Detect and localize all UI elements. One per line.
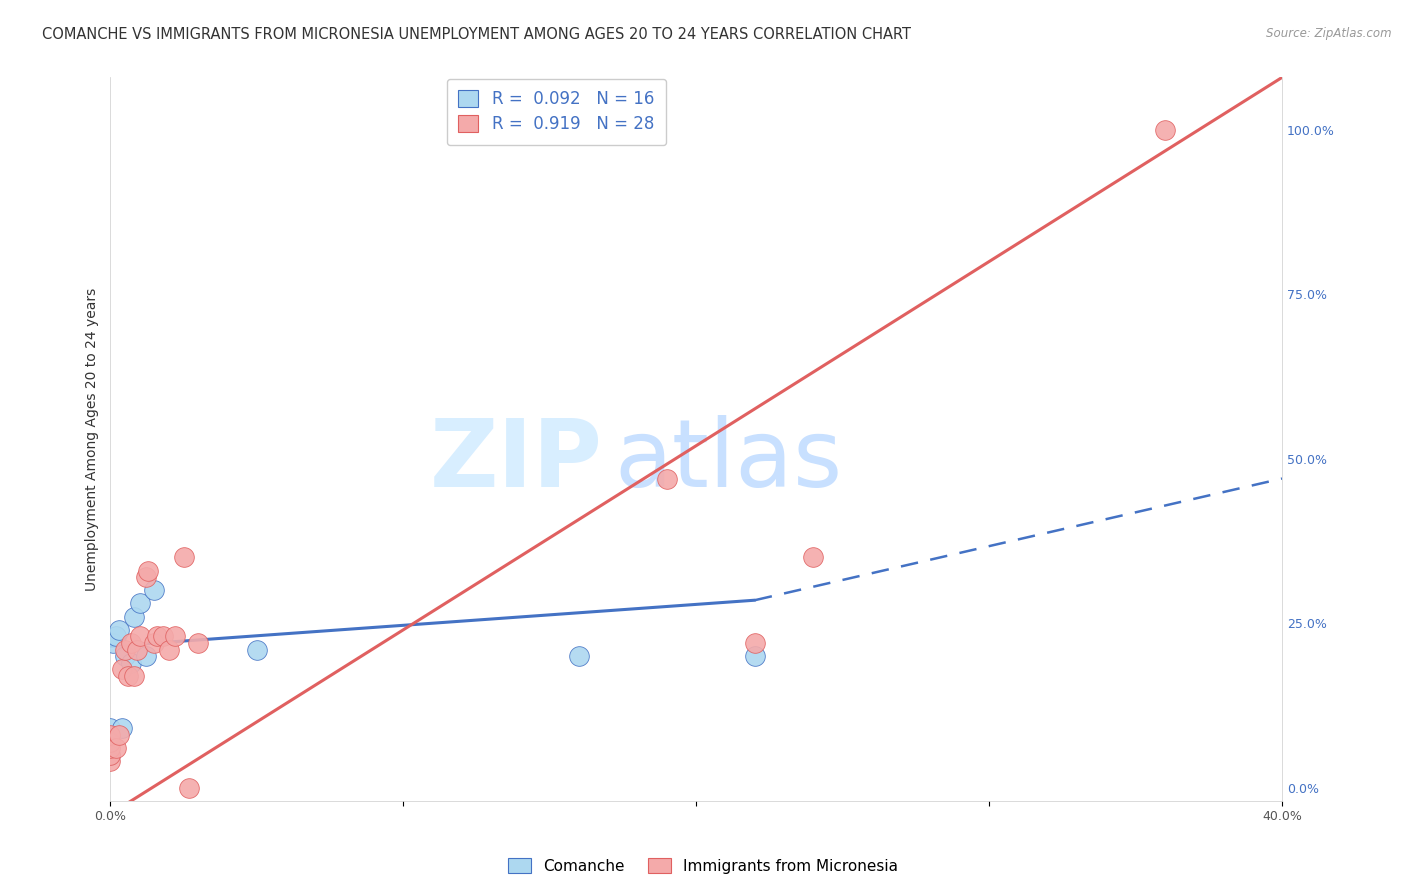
Point <box>100 741 122 756</box>
Point <box>103 636 125 650</box>
Legend: R =  0.092   N = 16, R =  0.919   N = 28: R = 0.092 N = 16, R = 0.919 N = 28 <box>447 78 666 145</box>
Point <box>138 564 160 578</box>
Point <box>179 780 201 795</box>
Point <box>111 662 134 676</box>
Legend: Comanche, Immigrants from Micronesia: Comanche, Immigrants from Micronesia <box>502 852 904 880</box>
Point <box>122 669 145 683</box>
Point <box>135 570 157 584</box>
Point <box>120 636 142 650</box>
Point <box>111 722 134 736</box>
Point <box>117 669 139 683</box>
Text: COMANCHE VS IMMIGRANTS FROM MICRONESIA UNEMPLOYMENT AMONG AGES 20 TO 24 YEARS CO: COMANCHE VS IMMIGRANTS FROM MICRONESIA U… <box>42 27 911 42</box>
Point <box>128 597 150 611</box>
Point <box>1153 123 1175 137</box>
Point <box>163 629 186 643</box>
Point <box>114 649 136 664</box>
Point <box>105 629 128 643</box>
Point <box>100 747 122 762</box>
Point <box>100 734 122 748</box>
Point <box>108 623 131 637</box>
Point <box>122 609 145 624</box>
Point <box>125 642 148 657</box>
Point <box>105 741 128 756</box>
Point <box>655 471 678 485</box>
Point <box>187 636 209 650</box>
Point <box>246 642 269 657</box>
Text: atlas: atlas <box>614 415 842 507</box>
Point <box>143 583 166 598</box>
Point <box>803 550 825 565</box>
Point <box>108 728 131 742</box>
Point <box>146 629 169 643</box>
Point <box>100 734 122 748</box>
Point <box>157 642 180 657</box>
Point <box>100 754 122 768</box>
Point <box>128 629 150 643</box>
Text: ZIP: ZIP <box>430 415 603 507</box>
Text: Source: ZipAtlas.com: Source: ZipAtlas.com <box>1267 27 1392 40</box>
Point <box>120 656 142 670</box>
Point <box>100 728 122 742</box>
Point <box>744 649 766 664</box>
Point <box>744 636 766 650</box>
Point <box>568 649 591 664</box>
Point <box>100 722 122 736</box>
Point <box>135 649 157 664</box>
Point <box>152 629 174 643</box>
Point <box>100 747 122 762</box>
Point <box>173 550 195 565</box>
Y-axis label: Unemployment Among Ages 20 to 24 years: Unemployment Among Ages 20 to 24 years <box>86 287 100 591</box>
Point <box>114 642 136 657</box>
Point <box>143 636 166 650</box>
